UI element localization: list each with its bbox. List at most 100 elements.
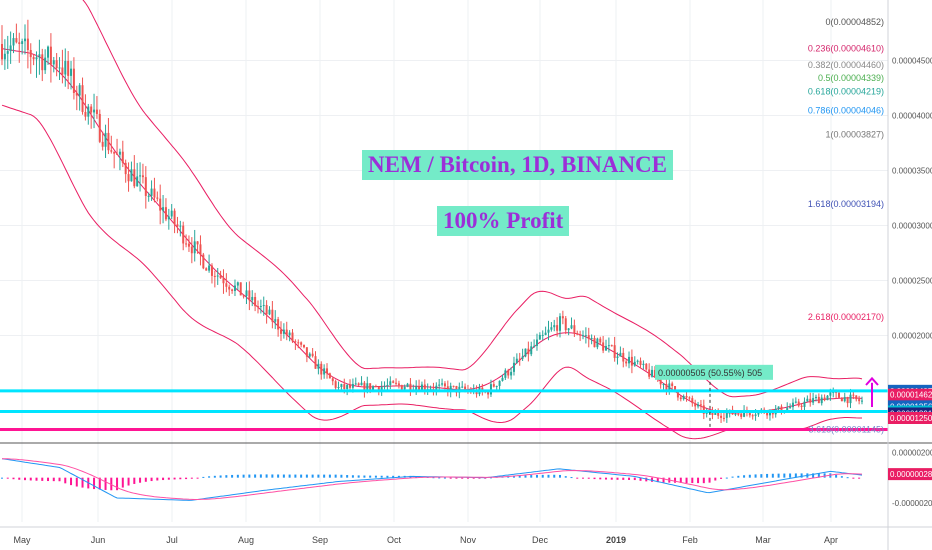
macd-hist	[823, 473, 826, 478]
macd-hist	[702, 477, 705, 484]
macd-hist	[443, 477, 446, 479]
candle-body	[582, 335, 585, 337]
macd-hist	[553, 474, 556, 478]
profit-label: 100% Profit	[437, 206, 570, 236]
candle-body	[625, 361, 628, 364]
macd-hist	[489, 477, 492, 479]
candle-body	[809, 398, 812, 403]
macd-hist	[213, 475, 216, 478]
candle-body	[544, 332, 547, 335]
candle-body	[124, 162, 127, 175]
candle-body	[64, 60, 67, 75]
candle-body	[156, 197, 159, 199]
candle-body	[127, 174, 130, 182]
candle-body	[533, 345, 536, 347]
x-tick-label: Apr	[824, 535, 838, 545]
candle-body	[642, 363, 645, 366]
candle-body	[187, 243, 190, 247]
candle-body	[265, 305, 268, 315]
fib-label: 0.382(0.00004460)	[808, 60, 884, 70]
macd-hist	[110, 477, 113, 491]
candle-body	[118, 151, 121, 155]
macd-hist	[294, 474, 297, 478]
annotations: 0.00000505 (50.55%) 505	[655, 364, 879, 428]
candle-body	[70, 68, 73, 76]
candle-body	[786, 408, 789, 412]
candle-body	[159, 198, 162, 211]
candle-body	[679, 397, 682, 400]
candle-body	[852, 394, 855, 396]
candle-body	[743, 409, 746, 417]
candle-body	[242, 295, 245, 297]
candle-body	[317, 363, 320, 369]
candle-body	[564, 318, 567, 331]
candle-body	[101, 141, 104, 147]
candle-body	[3, 53, 6, 60]
candle-body	[323, 368, 326, 375]
candle-body	[308, 353, 311, 357]
candle-body	[259, 305, 262, 307]
macd-hist	[300, 474, 303, 478]
candle-body	[648, 369, 651, 377]
candle-body	[294, 341, 297, 343]
candle-body	[268, 309, 271, 315]
candle-body	[383, 386, 386, 388]
y-tick-label: 0.00004000	[892, 112, 932, 121]
candle-body	[806, 398, 809, 402]
x-tick-label: Jun	[91, 535, 106, 545]
macd-hist	[535, 474, 538, 478]
candle-body	[216, 275, 219, 277]
candle-body	[561, 316, 564, 319]
candle-body	[599, 338, 602, 343]
macd-hist	[248, 474, 251, 478]
candle-body	[139, 175, 142, 177]
candle-body	[524, 348, 527, 357]
candle-body	[780, 406, 783, 413]
macd-hist	[12, 477, 15, 480]
candle-body	[639, 360, 642, 366]
macd-hist	[173, 477, 176, 480]
candle-body	[446, 386, 449, 393]
candle-body	[144, 177, 147, 196]
candle-body	[489, 384, 492, 395]
candle-body	[512, 362, 515, 372]
macd-hist	[162, 477, 165, 481]
candle-body	[61, 67, 64, 75]
macd-tick-label: -0.00000200	[892, 499, 932, 508]
candle-body	[346, 384, 349, 389]
candle-body	[720, 415, 723, 418]
macd-hist	[133, 477, 136, 484]
candle-body	[395, 382, 398, 384]
candle-body	[846, 397, 849, 404]
macd-hist	[576, 477, 579, 479]
candle-body	[717, 412, 720, 416]
candle-body	[861, 400, 863, 402]
candle-body	[334, 381, 337, 388]
macd-hist	[743, 475, 746, 478]
macd-hist	[697, 477, 700, 484]
macd-hist	[127, 477, 130, 486]
candle-body	[392, 381, 395, 383]
candle-body	[179, 225, 182, 227]
candle-body	[501, 377, 504, 381]
candle-body	[374, 386, 377, 388]
candle-body	[676, 391, 679, 398]
fib-label: 1.618(0.00003194)	[808, 199, 884, 209]
macd-hist	[674, 477, 677, 483]
macd-hist	[363, 475, 366, 478]
candle-body	[630, 356, 633, 366]
candle-body	[553, 325, 556, 328]
candle-body	[659, 378, 662, 385]
candle-body	[587, 335, 590, 339]
macd-hist	[288, 474, 291, 478]
macd-hist	[846, 477, 849, 479]
candle-body	[95, 109, 98, 114]
candle-body	[354, 383, 357, 385]
candle-body	[835, 391, 838, 393]
macd-hist	[472, 477, 475, 479]
candle-body	[814, 396, 817, 399]
candle-body	[326, 368, 329, 374]
candle-body	[285, 329, 288, 336]
candle-body	[622, 352, 625, 362]
candle-body	[415, 386, 418, 390]
